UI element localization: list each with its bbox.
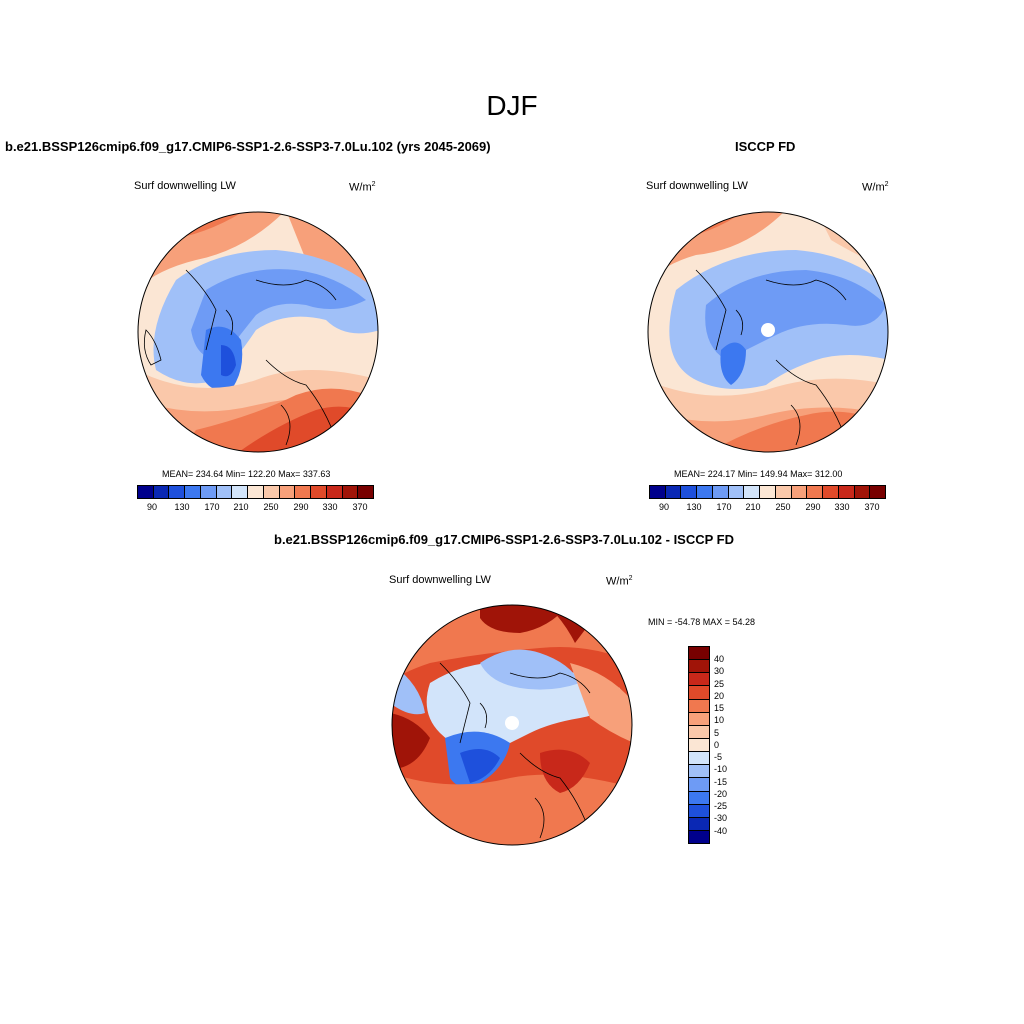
tick-label: 330 — [322, 502, 338, 512]
polar-map-diff — [391, 604, 633, 846]
tick-label: -30 — [714, 813, 728, 823]
colorbar-diff-boxes — [688, 646, 710, 844]
variable-label-obs: Surf downwelling LW — [646, 180, 748, 192]
tick-label: 20 — [714, 691, 725, 701]
variable-label-diff: Surf downwelling LW — [389, 574, 491, 586]
tick-label: 250 — [263, 502, 279, 512]
stats-model: MEAN= 234.64 Min= 122.20 Max= 337.63 — [162, 469, 331, 479]
units-label-model: W/m2 — [349, 181, 376, 194]
colorbar-model: 90 130 170 210 250 290 330 370 — [137, 485, 374, 514]
colorbar-obs-boxes — [649, 485, 886, 499]
stats-obs: MEAN= 224.17 Min= 149.94 Max= 312.00 — [674, 469, 843, 479]
panel-title-obs: ISCCP FD — [735, 139, 796, 154]
variable-label-model: Surf downwelling LW — [134, 180, 236, 192]
tick-label: 130 — [686, 502, 702, 512]
tick-label: -5 — [714, 752, 723, 762]
tick-label: 210 — [745, 502, 761, 512]
tick-label: 15 — [714, 703, 725, 713]
tick-label: 330 — [834, 502, 850, 512]
tick-label: 170 — [716, 502, 732, 512]
tick-label: 90 — [658, 502, 670, 512]
units-label-diff: W/m2 — [606, 575, 633, 588]
tick-label: 290 — [293, 502, 309, 512]
tick-label: 250 — [775, 502, 791, 512]
figure-title: DJF — [486, 90, 538, 121]
polar-map-model — [137, 211, 379, 453]
colorbar-model-boxes — [137, 485, 374, 499]
tick-label: 0 — [714, 740, 720, 750]
tick-label: 25 — [714, 679, 725, 689]
tick-label: 30 — [714, 666, 725, 676]
units-label-obs: W/m2 — [862, 181, 889, 194]
tick-label: 40 — [714, 654, 725, 664]
polar-map-obs — [647, 211, 889, 453]
tick-label: -15 — [714, 777, 728, 787]
colorbar-obs: 90 130 170 210 250 290 330 370 — [649, 485, 886, 514]
tick-label: -20 — [714, 789, 728, 799]
tick-label: -40 — [714, 826, 728, 836]
tick-label: 10 — [714, 715, 725, 725]
tick-label: 290 — [805, 502, 821, 512]
tick-label: 210 — [233, 502, 249, 512]
tick-label: 90 — [146, 502, 158, 512]
stats-diff: MIN = -54.78 MAX = 54.28 — [648, 617, 756, 627]
tick-label: 370 — [864, 502, 880, 512]
tick-label: 5 — [714, 728, 720, 738]
colorbar-diff: 40 30 25 20 15 10 5 0 -5 -10 -15 -20 -25… — [688, 646, 768, 846]
tick-label: 170 — [204, 502, 220, 512]
tick-label: 370 — [352, 502, 368, 512]
tick-label: -10 — [714, 764, 728, 774]
tick-label: 130 — [174, 502, 190, 512]
panel-title-diff: b.e21.BSSP126cmip6.f09_g17.CMIP6-SSP1-2.… — [274, 532, 735, 547]
tick-label: -25 — [714, 801, 728, 811]
panel-title-model: b.e21.BSSP126cmip6.f09_g17.CMIP6-SSP1-2.… — [5, 139, 491, 154]
